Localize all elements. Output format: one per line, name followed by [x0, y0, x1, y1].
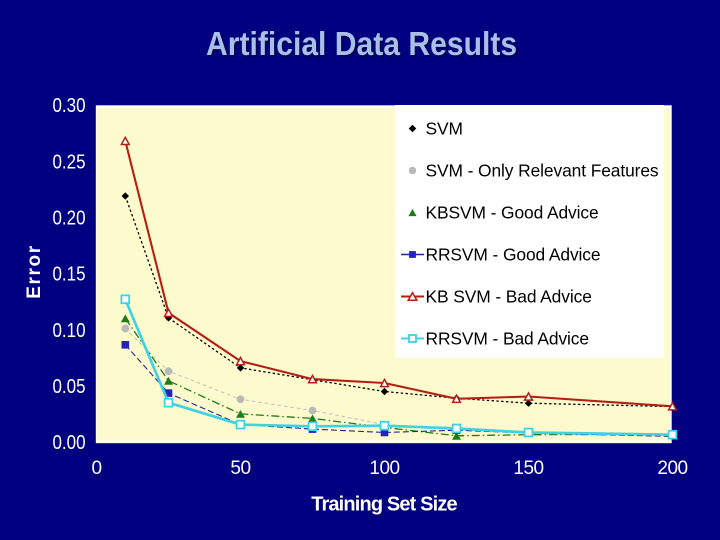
- svg-text:RRSVM - Good Advice: RRSVM - Good Advice: [426, 245, 601, 265]
- svg-text:0: 0: [91, 458, 101, 479]
- svg-text:150: 150: [513, 458, 543, 479]
- svg-text:0.20: 0.20: [53, 208, 86, 230]
- svg-text:Error: Error: [24, 244, 45, 298]
- svg-text:0.25: 0.25: [53, 151, 86, 173]
- svg-text:KBSVM - Good Advice: KBSVM - Good Advice: [426, 203, 599, 223]
- svg-text:0.15: 0.15: [53, 264, 86, 286]
- svg-text:RRSVM - Bad Advice: RRSVM - Bad Advice: [426, 329, 589, 349]
- svg-text:0.30: 0.30: [53, 95, 86, 117]
- svg-text:0.10: 0.10: [53, 320, 86, 342]
- svg-text:SVM: SVM: [426, 119, 463, 139]
- svg-text:50: 50: [230, 458, 250, 479]
- svg-text:0.05: 0.05: [53, 376, 86, 398]
- svg-text:100: 100: [369, 458, 399, 479]
- svg-text:200: 200: [657, 458, 687, 479]
- svg-text:KB SVM - Bad Advice: KB SVM - Bad Advice: [426, 287, 592, 307]
- svg-text:Training Set Size: Training Set Size: [311, 494, 457, 516]
- svg-text:0.00: 0.00: [53, 432, 86, 454]
- svg-text:SVM - Only Relevant Features: SVM - Only Relevant Features: [426, 161, 659, 181]
